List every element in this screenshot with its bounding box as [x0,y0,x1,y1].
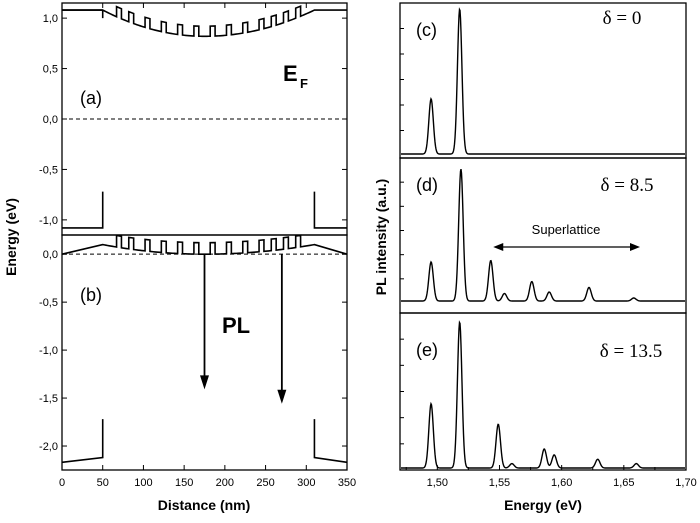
right-x-axis-label: Energy (eV) [504,497,582,513]
superlattice-arrow-left-head [493,243,504,251]
left-chart: -1,0 -0,5 0,0 0,5 1,0 -2,0 -1,5 -1,0 -0,5 0,0 0 50 1… [3,2,356,513]
spectra-plot [401,7,685,469]
vb-a-right-edge [313,191,347,229]
vb-b-right-edge [313,419,348,464]
panel-b-plot [61,234,348,464]
fermi-level-subscript: F [300,76,308,91]
panel-b-xtick-label-6: 300 [297,477,315,489]
panel-a-label: (a) [80,88,102,108]
left-y-axis-label: Energy (eV) [3,198,19,276]
left-axes: -1,0 -0,5 0,0 0,5 1,0 -2,0 -1,5 -1,0 -0,5 0,0 0 50 1… [39,3,356,489]
pl-label: PL [222,313,250,338]
spectra-xtick-label-2: 1,60 [551,477,572,489]
panel-b-xtick-label-3: 150 [175,477,193,489]
right-chart: 1,50 1,55 1,60 1,65 1,70 (c) (d) (e) δ = 0 δ… [373,2,697,513]
fermi-level-label: E [283,61,298,86]
spectra-xtick-label-0: 1,50 [427,477,448,489]
spectra-xtick-label-1: 1,55 [489,477,510,489]
panel-b-ytick-label-1: -1,5 [39,393,58,405]
pl-arrow-1-head [277,389,287,404]
delta-label-e: δ = 13.5 [600,341,662,362]
panel-a-ytick-label-2: 0,0 [43,114,58,126]
panel-b-ytick-label-0: -2,0 [39,441,58,453]
vb-a-left-edge [62,191,104,229]
panel-b-xtick-label-0: 0 [59,477,65,489]
pl-arrow-0-head [200,375,209,390]
spectrum-d-line [401,168,685,302]
panel-d-label: (d) [416,175,438,195]
panel-b-xtick-label-5: 250 [256,477,274,489]
left-x-axis-label: Distance (nm) [158,497,251,513]
frame-panel-c [399,2,687,159]
vb-b-left-edge [61,419,104,464]
right-y-axis-label: PL intensity (a.u.) [373,179,389,295]
panel-b-ytick-label-3: -0,5 [39,297,58,309]
spectrum-c-line [401,7,685,155]
panel-a-plot [62,4,347,229]
panel-b-ytick-label-4: 0,0 [43,249,58,261]
spectra-xtick-label-4: 1,70 [675,477,696,489]
panel-b-xtick-label-2: 100 [134,477,152,489]
frame-panel-e [399,312,687,471]
panel-b-xtick-label-4: 200 [216,477,234,489]
panel-b-label: (b) [80,285,102,305]
superlattice-arrow-right-head [629,243,640,251]
frame-panel-b [61,234,348,471]
panel-e-label: (e) [416,340,438,360]
panel-a-ytick-label-3: 0,5 [43,64,58,76]
panel-a-ytick-label-4: 1,0 [43,13,58,25]
conduction-band-a-line [62,4,347,38]
panel-b-xtick-label-1: 50 [97,477,109,489]
panel-b-xtick-label-7: 350 [338,477,356,489]
delta-label-c: δ = 0 [603,8,642,29]
spectra-xtick-label-3: 1,65 [613,477,634,489]
conduction-band-b-line [61,234,348,255]
panel-c-label: (c) [416,20,437,40]
panel-a-ytick-label-0: -1,0 [39,215,58,227]
panel-b-ytick-label-2: -1,0 [39,345,58,357]
panel-a-ytick-label-1: -0,5 [39,164,58,176]
delta-label-d: δ = 8.5 [601,175,654,196]
spectrum-e-line [401,320,685,469]
right-axes: 1,50 1,55 1,60 1,65 1,70 [400,28,697,489]
superlattice-label: Superlattice [532,222,601,237]
